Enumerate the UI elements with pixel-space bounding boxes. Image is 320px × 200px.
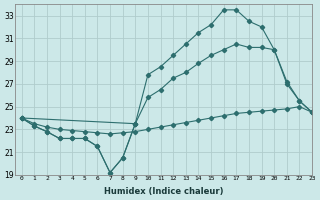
X-axis label: Humidex (Indice chaleur): Humidex (Indice chaleur)	[104, 187, 223, 196]
